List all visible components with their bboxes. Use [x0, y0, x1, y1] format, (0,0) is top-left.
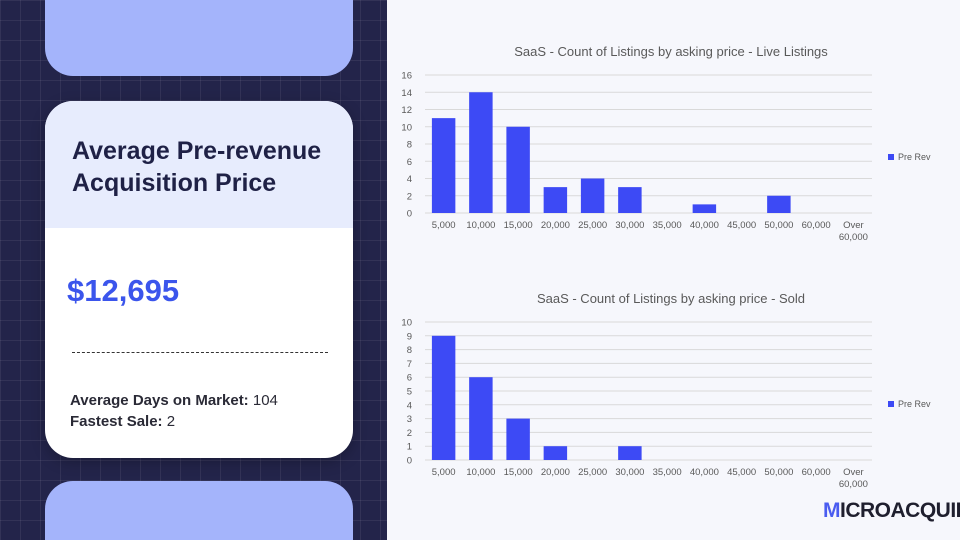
- x-tick-label: 45,000: [727, 220, 756, 231]
- x-tick-label: 10,000: [466, 220, 495, 231]
- y-tick-label: 8: [407, 140, 412, 151]
- y-tick-label: 16: [401, 71, 412, 82]
- legend-swatch: [888, 154, 894, 160]
- bar: [431, 335, 456, 460]
- dashed-divider: [72, 352, 328, 353]
- left-panel: Average Pre-revenue Acquisition Price $1…: [0, 0, 387, 540]
- y-tick-label: 10: [401, 122, 412, 133]
- days-on-market-label: Average Days on Market:: [70, 392, 249, 409]
- stat-title-line-2: Acquisition Price: [72, 169, 277, 197]
- x-tick-label: 50,000: [764, 467, 793, 478]
- bar: [580, 178, 605, 213]
- decorative-card-top: [45, 0, 353, 76]
- y-tick-label: 12: [401, 105, 412, 116]
- x-tick-label: 10,000: [466, 467, 495, 478]
- y-tick-label: 6: [407, 373, 412, 384]
- logo-letter-m: M: [823, 499, 841, 522]
- x-tick-label: 60,000: [839, 232, 868, 243]
- y-tick-label: 6: [407, 157, 412, 168]
- days-on-market-value: 104: [252, 392, 278, 409]
- x-tick-label: 30,000: [615, 220, 644, 231]
- average-price-value: $12,695: [67, 273, 180, 308]
- sold-listings-chart: SaaS - Count of Listings by asking price…: [395, 285, 950, 500]
- x-tick-label: Over: [843, 467, 864, 478]
- bar: [618, 187, 642, 213]
- y-tick-label: 5: [407, 387, 412, 398]
- x-tick-label: 60,000: [802, 220, 831, 231]
- y-tick-label: 0: [407, 209, 412, 220]
- y-tick-label: 1: [407, 442, 412, 453]
- y-tick-label: 8: [407, 345, 412, 356]
- x-tick-label: 15,000: [504, 220, 533, 231]
- bar: [767, 195, 791, 213]
- x-tick-label: 60,000: [802, 467, 831, 478]
- x-tick-label: 50,000: [764, 220, 793, 231]
- x-tick-label: 30,000: [615, 467, 644, 478]
- decorative-card-bottom: [45, 481, 353, 540]
- y-tick-label: 10: [401, 318, 412, 329]
- bar: [469, 92, 493, 213]
- bar: [618, 446, 642, 460]
- sold-listings-chart-svg: SaaS - Count of Listings by asking price…: [401, 291, 931, 490]
- y-tick-label: 9: [407, 331, 412, 342]
- fastest-sale-value: 2: [166, 413, 176, 430]
- bar: [506, 418, 530, 460]
- live-listings-chart-svg: SaaS - Count of Listings by asking price…: [401, 44, 931, 243]
- stat-card-header: Average Pre-revenue Acquisition Price: [45, 101, 353, 228]
- x-tick-label: 15,000: [504, 467, 533, 478]
- bar: [543, 446, 568, 460]
- bar: [506, 126, 530, 213]
- legend-label: Pre Rev: [898, 152, 931, 162]
- bar: [543, 187, 568, 213]
- y-tick-label: 3: [407, 414, 412, 425]
- x-tick-label: 40,000: [690, 467, 719, 478]
- days-on-market-line: Average Days on Market: 104: [70, 390, 278, 411]
- x-tick-label: Over: [843, 220, 864, 231]
- stat-card-title: Average Pre-revenue Acquisition Price: [72, 135, 333, 199]
- stat-details: Average Days on Market: 104 Fastest Sale…: [70, 390, 278, 432]
- chart-title: SaaS - Count of Listings by asking price…: [514, 44, 828, 59]
- x-tick-label: 35,000: [653, 220, 682, 231]
- fastest-sale-line: Fastest Sale: 2: [70, 411, 278, 432]
- bar: [692, 204, 717, 213]
- logo-wordmark-rest: ICROACQUIRE: [840, 499, 960, 522]
- x-tick-label: 45,000: [727, 467, 756, 478]
- stat-title-line-1: Average Pre-revenue: [72, 137, 322, 165]
- bar: [431, 118, 456, 213]
- legend-swatch: [888, 401, 894, 407]
- y-tick-label: 0: [407, 456, 412, 467]
- x-tick-label: 20,000: [541, 467, 570, 478]
- legend-label: Pre Rev: [898, 399, 931, 409]
- x-tick-label: 35,000: [653, 467, 682, 478]
- x-tick-label: 5,000: [432, 467, 456, 478]
- y-tick-label: 2: [407, 428, 412, 439]
- x-tick-label: 40,000: [690, 220, 719, 231]
- microacquire-logo: MICROACQUIRE: [823, 499, 960, 523]
- x-tick-label: 20,000: [541, 220, 570, 231]
- bar: [469, 377, 493, 460]
- chart-title: SaaS - Count of Listings by asking price…: [537, 291, 805, 306]
- y-tick-label: 7: [407, 359, 412, 370]
- y-tick-label: 14: [401, 88, 412, 99]
- x-tick-label: 25,000: [578, 220, 607, 231]
- y-tick-label: 2: [407, 191, 412, 202]
- x-tick-label: 60,000: [839, 479, 868, 490]
- y-tick-label: 4: [407, 174, 412, 185]
- price-stat-card: Average Pre-revenue Acquisition Price $1…: [45, 101, 353, 458]
- live-listings-chart: SaaS - Count of Listings by asking price…: [395, 38, 950, 253]
- fastest-sale-label: Fastest Sale:: [70, 413, 163, 430]
- x-tick-label: 5,000: [432, 220, 456, 231]
- y-tick-label: 4: [407, 400, 412, 411]
- x-tick-label: 25,000: [578, 467, 607, 478]
